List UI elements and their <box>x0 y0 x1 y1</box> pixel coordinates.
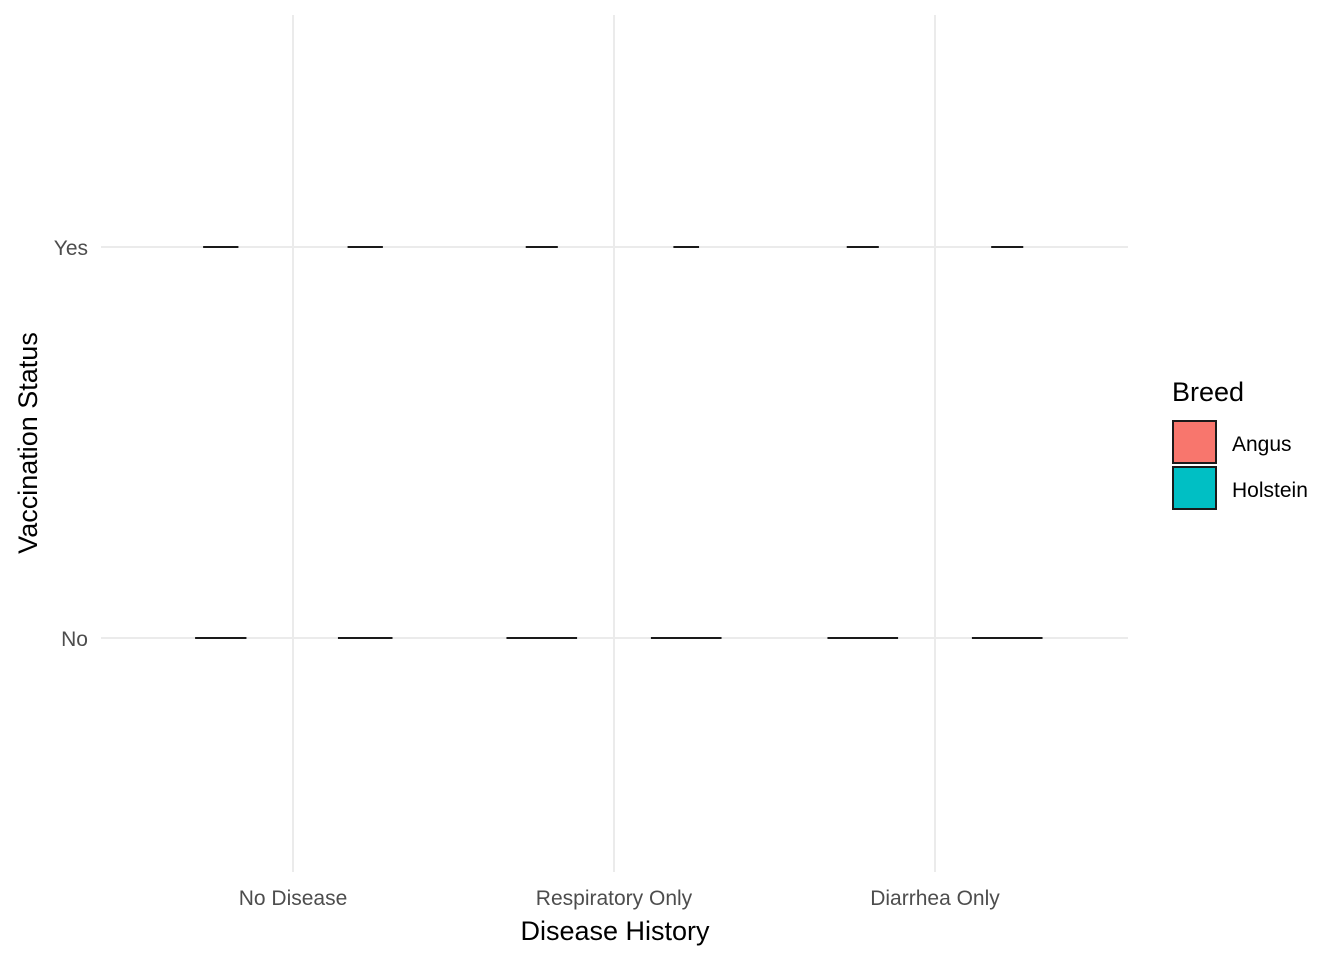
legend: Breed Angus Holstein <box>1172 377 1308 510</box>
y-axis-ticks: No Yes <box>54 237 88 651</box>
x-axis-ticks: No Disease Respiratory Only Diarrhea Only <box>239 887 1001 910</box>
x-tick-label: Respiratory Only <box>536 887 693 910</box>
legend-label-angus: Angus <box>1232 433 1292 456</box>
x-axis-title: Disease History <box>520 916 710 946</box>
y-axis-title: Vaccination Status <box>13 332 43 554</box>
x-tick-label: Diarrhea Only <box>870 887 1000 910</box>
legend-key-angus <box>1172 420 1217 464</box>
y-tick-label: Yes <box>54 237 88 260</box>
gridlines <box>101 15 1128 872</box>
legend-key-holstein <box>1172 466 1217 510</box>
legend-label-holstein: Holstein <box>1232 479 1308 502</box>
legend-title: Breed <box>1172 377 1244 407</box>
x-tick-label: No Disease <box>239 887 348 910</box>
chart-marks <box>195 246 1043 639</box>
y-tick-label: No <box>61 628 88 651</box>
